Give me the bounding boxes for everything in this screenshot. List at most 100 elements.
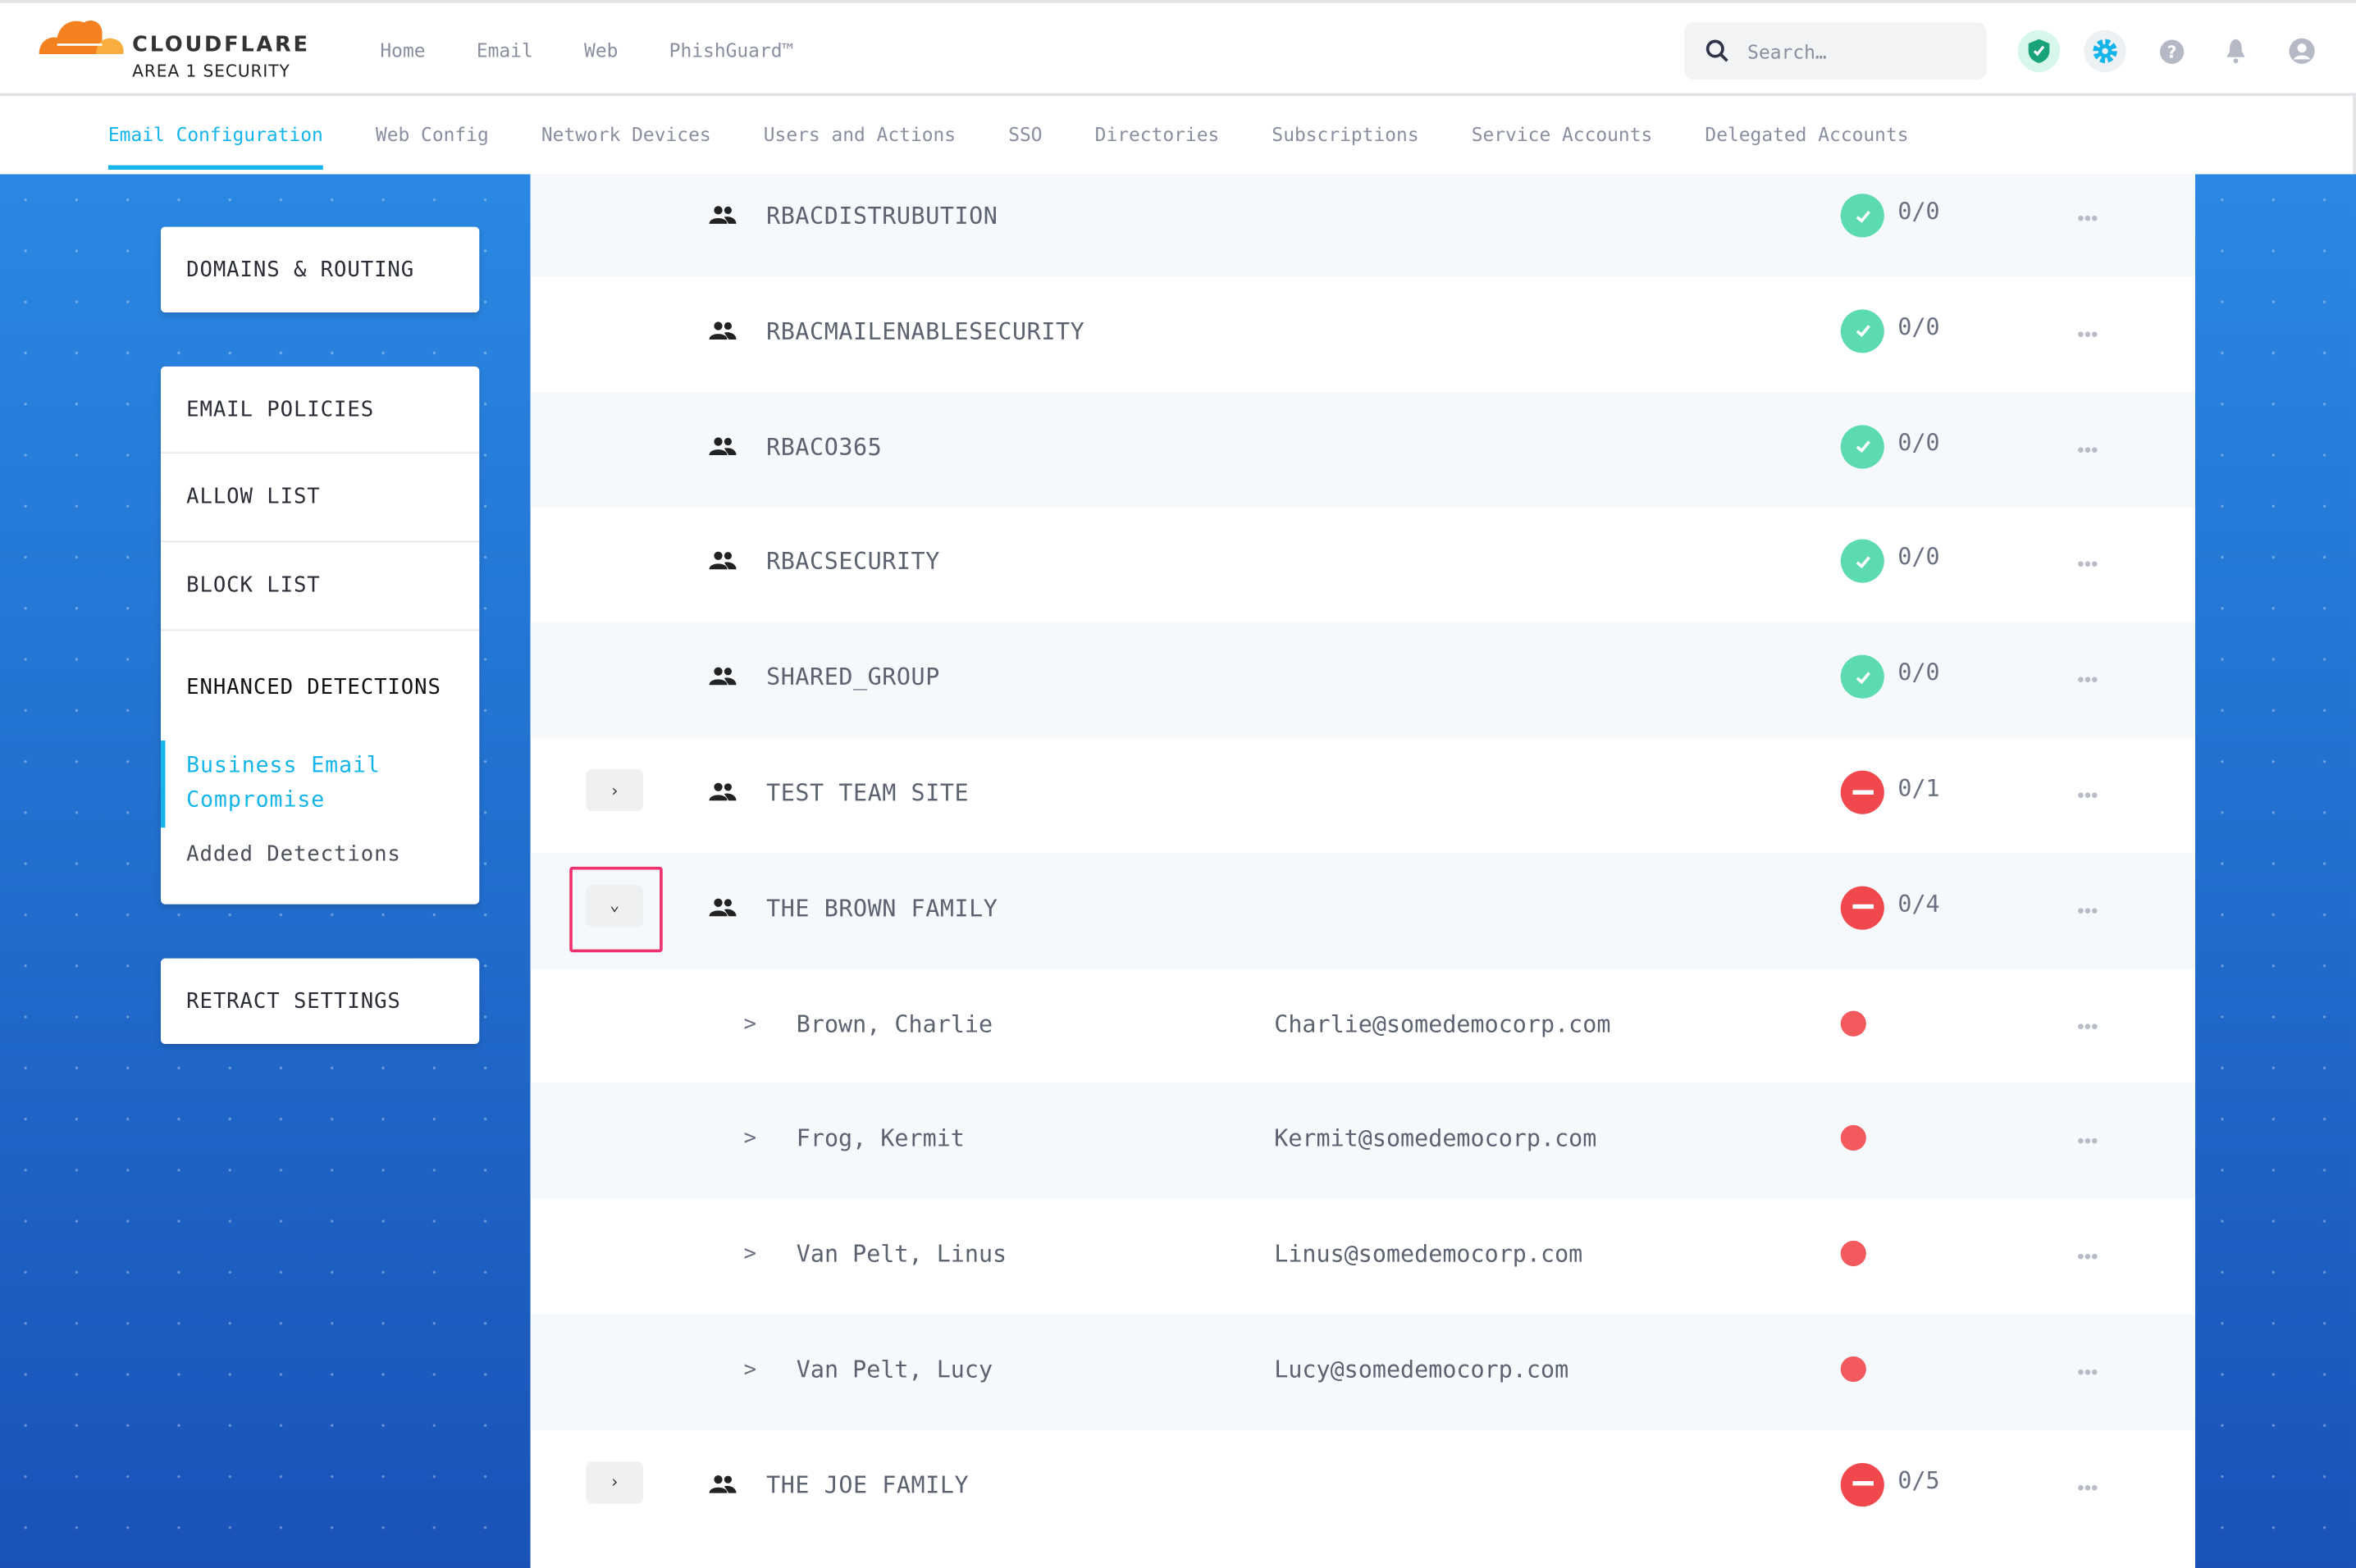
cloud-icon	[39, 21, 124, 54]
member-row[interactable]: > Van Pelt, Lucy Lucy@somedemocorp.com ●●●	[530, 1314, 2196, 1430]
sidebar-item-allow-list[interactable]: ALLOW LIST	[160, 454, 480, 543]
member-email: Kermit@somedemocorp.com	[1274, 1125, 1597, 1153]
more-options-icon[interactable]: ●●●	[2078, 444, 2099, 455]
groups-list: RBACDISTRUBUTION 0/0 ●●● RBACMAILENABLESECU…	[530, 174, 2196, 1568]
member-count: 0/0	[1897, 429, 1940, 457]
group-icon	[709, 780, 737, 809]
check-circle-icon	[1840, 308, 1884, 353]
sidebar-item-email-policies[interactable]: EMAIL POLICIES	[160, 367, 480, 454]
member-count: 0/0	[1897, 659, 1940, 687]
more-options-icon[interactable]: ●●●	[2078, 905, 2099, 916]
brand-product: AREA 1 SECURITY	[132, 62, 290, 81]
member-count: 0/0	[1897, 313, 1940, 341]
sidebar-item-business-email-compromise[interactable]: Business Email Compromise	[160, 740, 479, 828]
highlight-box	[569, 866, 663, 952]
sub-nav: Email Configuration Web Config Network D…	[0, 96, 2356, 175]
member-name: Frog, Kermit	[796, 1125, 965, 1153]
member-email: Lucy@somedemocorp.com	[1274, 1356, 1569, 1383]
tab-directories[interactable]: Directories	[1094, 123, 1220, 146]
group-name: RBACSECURITY	[766, 549, 940, 577]
group-name: THE BROWN FAMILY	[766, 895, 998, 923]
tab-delegated-accounts[interactable]: Delegated Accounts	[1705, 123, 1909, 146]
group-row[interactable]: › THE JOE FAMILY 0/5 ●●●	[531, 1429, 2195, 1545]
expand-button[interactable]: ›	[586, 768, 643, 812]
chevron-right-icon[interactable]: >	[743, 1011, 757, 1037]
sidebar-item-enhanced-detections[interactable]: ENHANCED DETECTIONS	[186, 676, 441, 700]
group-row[interactable]: RBACDISTRUBUTION 0/0 ●●●	[530, 174, 2196, 277]
chevron-right-icon[interactable]: >	[743, 1242, 757, 1267]
chevron-right-icon[interactable]: >	[743, 1127, 757, 1151]
status-dot-icon	[1840, 1356, 1866, 1383]
check-circle-icon	[1840, 424, 1884, 468]
search-input[interactable]	[1747, 35, 1973, 66]
more-options-icon[interactable]: ●●●	[2078, 1482, 2099, 1493]
minus-circle-icon	[1840, 886, 1884, 930]
search-icon	[1705, 39, 1728, 62]
member-email: Linus@somedemocorp.com	[1274, 1241, 1583, 1269]
tab-sso[interactable]: SSO	[1008, 123, 1043, 146]
group-name: RBACDISTRUBUTION	[766, 203, 998, 230]
member-name: Van Pelt, Lucy	[796, 1356, 993, 1383]
member-row[interactable]: > Frog, Kermit Kermit@somedemocorp.com ●●●	[530, 1083, 2196, 1200]
more-options-icon[interactable]: ●●●	[2078, 1136, 2099, 1147]
member-row[interactable]: > Van Pelt, Linus Linus@somedemocorp.com ●●…	[531, 1199, 2195, 1315]
nav-home[interactable]: Home	[380, 39, 426, 62]
gear-icon[interactable]	[2084, 30, 2126, 72]
sidebar-item-block-list[interactable]: BLOCK LIST	[160, 542, 480, 631]
group-row[interactable]: › TEST TEAM SITE 0/1 ●●●	[531, 737, 2195, 853]
shield-check-icon[interactable]	[2017, 30, 2061, 72]
user-icon[interactable]	[2281, 30, 2322, 72]
sidebar-item-retract-settings[interactable]: RETRACT SETTINGS	[186, 989, 401, 1014]
more-options-icon[interactable]: ●●●	[2078, 790, 2099, 801]
group-row[interactable]: SHARED_GROUP 0/0 ●●●	[530, 622, 2196, 738]
status-dot-icon	[1840, 1010, 1866, 1037]
member-row[interactable]: > Brown, Charlie Charlie@somedemocorp.com ●…	[531, 969, 2195, 1084]
group-icon	[709, 549, 737, 577]
group-row[interactable]: RBACSECURITY 0/0 ●●●	[531, 507, 2195, 622]
search-box	[1684, 22, 1987, 80]
check-circle-icon	[1840, 194, 1884, 238]
nav-phishguard[interactable]: PhishGuard™	[669, 39, 794, 62]
minus-circle-icon	[1840, 1462, 1884, 1506]
member-name: Brown, Charlie	[796, 1010, 993, 1037]
member-count: 0/0	[1897, 544, 1940, 572]
more-options-icon[interactable]: ●●●	[2078, 328, 2099, 340]
group-row[interactable]: RBACO365 0/0 ●●●	[530, 391, 2196, 508]
minus-circle-icon	[1840, 770, 1884, 814]
more-options-icon[interactable]: ●●●	[2078, 559, 2099, 570]
tab-network-devices[interactable]: Network Devices	[541, 123, 711, 146]
bell-icon[interactable]	[2215, 30, 2257, 72]
help-icon[interactable]: ?	[2150, 30, 2192, 72]
collapse-button[interactable]: ⌄	[586, 884, 643, 927]
group-icon	[709, 434, 737, 463]
tab-subscriptions[interactable]: Subscriptions	[1272, 123, 1419, 146]
more-options-icon[interactable]: ●●●	[2078, 213, 2099, 224]
member-email: Charlie@somedemocorp.com	[1274, 1010, 1611, 1037]
member-count: 0/5	[1897, 1467, 1940, 1495]
check-circle-icon	[1840, 654, 1884, 700]
tab-users-and-actions[interactable]: Users and Actions	[763, 123, 957, 146]
more-options-icon[interactable]: ●●●	[2078, 674, 2099, 686]
more-options-icon[interactable]: ●●●	[2078, 1366, 2099, 1378]
sidebar-item-domains-routing[interactable]: DOMAINS & ROUTING	[186, 258, 415, 282]
more-options-icon[interactable]: ●●●	[2078, 1020, 2099, 1032]
cloudflare-logo[interactable]: CLOUDFLARE AREA 1 SECURITY	[36, 12, 322, 88]
member-count: 0/4	[1897, 890, 1940, 918]
member-name: Van Pelt, Linus	[796, 1241, 1007, 1269]
expand-button[interactable]: ›	[586, 1461, 643, 1504]
tab-service-accounts[interactable]: Service Accounts	[1471, 123, 1653, 146]
sidebar-item-added-detections[interactable]: Added Detections	[186, 842, 401, 867]
group-row[interactable]: ⌄ THE BROWN FAMILY 0/4 ●●●	[530, 852, 2196, 969]
tab-web-config[interactable]: Web Config	[375, 123, 489, 146]
chevron-right-icon[interactable]: >	[743, 1357, 757, 1383]
tab-email-configuration[interactable]: Email Configuration	[107, 123, 323, 170]
more-options-icon[interactable]: ●●●	[2078, 1251, 2099, 1262]
group-icon	[709, 318, 737, 347]
group-row[interactable]: RBACMAILENABLESECURITY 0/0 ●●●	[531, 276, 2195, 392]
sidebar-card-domains: DOMAINS & ROUTING	[160, 226, 480, 312]
nav-web[interactable]: Web	[584, 39, 619, 62]
group-name: THE JOE FAMILY	[766, 1471, 970, 1499]
nav-email[interactable]: Email	[476, 39, 533, 62]
member-count: 0/0	[1897, 198, 1940, 226]
top-nav: Home Email Web PhishGuard™	[380, 39, 793, 62]
